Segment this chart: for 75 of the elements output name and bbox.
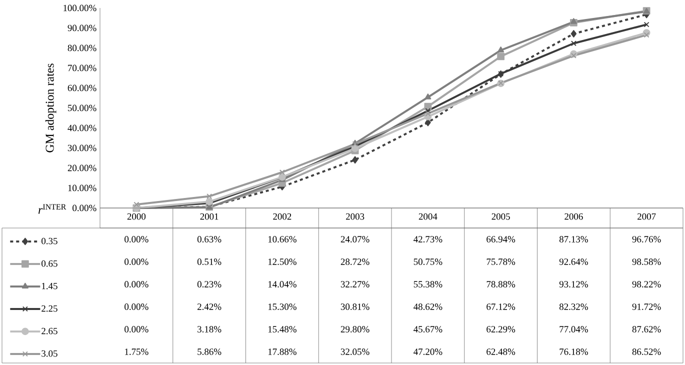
data-label: 24.07%: [340, 236, 370, 242]
data-label: 76.18%: [560, 348, 588, 355]
legend-label: 0.65: [42, 260, 58, 267]
data-label: 92.64%: [559, 258, 588, 265]
data-label: 15.30%: [268, 304, 296, 310]
y-tick-label: 20.00%: [68, 164, 96, 172]
data-label: 12.50%: [268, 258, 296, 265]
data-label: 91.72%: [632, 304, 661, 310]
data-label: 62.48%: [486, 348, 516, 355]
data-label: 0.00%: [124, 281, 148, 288]
legend-label: 3.05: [42, 350, 58, 357]
data-label: 87.13%: [559, 236, 588, 242]
data-label: 0.00%: [124, 326, 148, 332]
data-label: 98.22%: [632, 281, 661, 288]
data-label: 86.52%: [632, 348, 661, 355]
y-tick-label: 50.00%: [68, 104, 96, 112]
legend-label: 2.25: [42, 305, 58, 312]
data-label: 96.76%: [632, 236, 661, 242]
y-axis-title: GM adoption rates: [45, 64, 56, 152]
x-tick-label: 2007: [638, 213, 656, 220]
data-label: 32.27%: [340, 281, 370, 288]
y-tick-label: 80.00%: [68, 44, 96, 52]
data-label: 10.66%: [268, 236, 296, 242]
legend-label: 2.65: [42, 328, 58, 334]
data-label: 0.00%: [124, 258, 148, 265]
data-label: 0.63%: [197, 236, 222, 242]
data-label: 93.12%: [559, 281, 588, 288]
x-tick-label: 2003: [346, 213, 364, 220]
data-label: 0.23%: [197, 281, 222, 288]
data-label: 42.73%: [414, 236, 442, 242]
y-tick-label: 90.00%: [68, 24, 96, 32]
data-label: 55.38%: [414, 281, 442, 288]
data-label: 78.88%: [486, 281, 516, 288]
data-label: 30.81%: [340, 304, 370, 310]
data-label: 66.94%: [486, 236, 516, 242]
data-label: 62.29%: [486, 326, 516, 332]
data-label: 14.04%: [268, 281, 296, 288]
y-tick-label: 60.00%: [68, 84, 96, 92]
data-label: 28.72%: [340, 258, 370, 265]
data-label: 87.62%: [632, 326, 661, 332]
x-tick-label: 2004: [418, 213, 438, 220]
data-label: 75.78%: [486, 258, 516, 265]
x-tick-label: 2005: [492, 213, 510, 220]
x-tick-label: 2000: [127, 213, 146, 220]
data-label: 45.67%: [414, 326, 442, 332]
legend-title: r$^{INTER}$: [38, 204, 66, 214]
y-tick-label: 30.00%: [68, 144, 96, 152]
data-label: 17.88%: [268, 348, 296, 355]
data-label: 47.20%: [414, 348, 442, 355]
data-label: 29.80%: [340, 326, 370, 332]
data-label: 2.42%: [198, 304, 222, 310]
y-tick-label: 10.00%: [68, 184, 96, 192]
data-label: 82.32%: [559, 304, 588, 310]
data-label: 77.04%: [560, 326, 588, 332]
data-label: 67.12%: [486, 304, 516, 310]
x-tick-label: 2001: [200, 213, 218, 220]
data-label: 1.75%: [125, 348, 148, 355]
data-label: 0.00%: [124, 236, 148, 242]
y-tick-label: 70.00%: [68, 64, 96, 72]
x-tick-label: 2006: [564, 213, 583, 220]
data-label: 0.00%: [124, 304, 148, 310]
data-label: 32.05%: [340, 348, 370, 355]
y-tick-label: 40.00%: [68, 124, 96, 132]
data-label: 48.62%: [414, 304, 442, 310]
data-label: 15.48%: [268, 326, 296, 332]
data-label: 98.58%: [632, 258, 661, 265]
legend-label: 1.45: [42, 282, 58, 290]
data-label: 0.51%: [197, 258, 222, 265]
x-tick-label: 2002: [273, 213, 292, 220]
legend-label: 0.35: [42, 238, 58, 244]
data-label: 50.75%: [414, 258, 442, 265]
y-tick-label: 0.00%: [72, 204, 96, 212]
y-tick-label: 100.00%: [64, 4, 96, 12]
data-label: 3.18%: [198, 326, 222, 332]
data-label: 5.86%: [198, 348, 222, 355]
